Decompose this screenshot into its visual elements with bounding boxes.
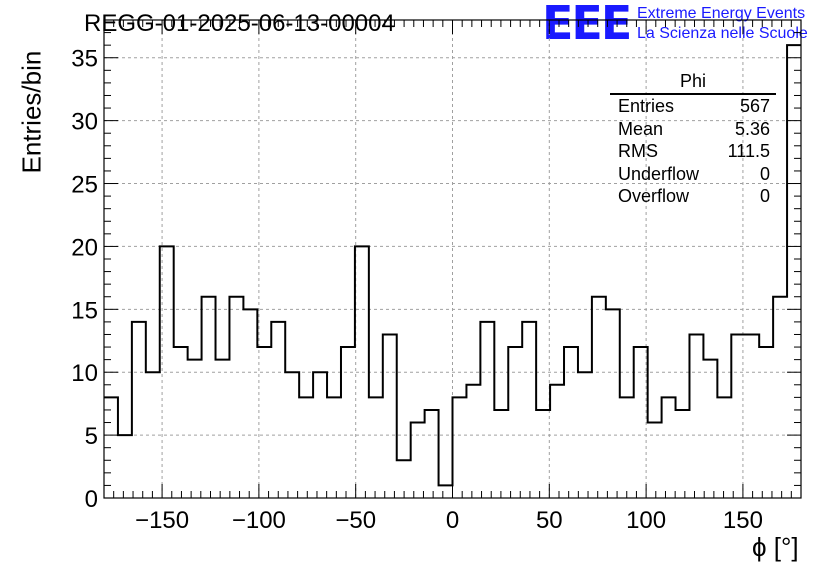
histogram-bin <box>745 334 759 498</box>
histogram-bin <box>202 297 216 498</box>
histogram-bin <box>676 410 690 498</box>
histogram-bin <box>480 322 494 498</box>
histogram-bin <box>578 372 592 498</box>
histogram-bin <box>355 246 369 498</box>
histogram-bin <box>160 246 174 498</box>
tick-labels: −150 −100 −50 0 50 100 150 0 5 10 15 20 25 30 35 <box>71 46 763 534</box>
histogram-bin <box>132 322 146 498</box>
stats-label: Entries <box>618 96 675 116</box>
stats-row-mean: Mean 5.36 <box>610 118 778 141</box>
histogram-bin <box>439 485 453 498</box>
histogram-bin <box>550 385 564 498</box>
y-tick-label: 25 <box>71 172 98 199</box>
stats-label: Underflow <box>618 163 700 184</box>
histogram-bin <box>257 347 271 498</box>
stats-label: RMS <box>618 141 658 161</box>
histogram-bin <box>773 297 787 498</box>
x-tick-label: 0 <box>446 507 459 534</box>
histogram-bin <box>271 322 285 498</box>
histogram-bin <box>717 397 731 498</box>
x-tick-label: −150 <box>135 507 189 534</box>
histogram-bin <box>369 397 383 498</box>
histogram-bin <box>285 372 299 498</box>
histogram-bin <box>174 347 188 498</box>
logo-subtitle-line1: Extreme Energy Events <box>637 5 806 22</box>
histogram-bin <box>522 322 536 498</box>
stats-row-entries: Entries 567 <box>610 95 778 118</box>
histogram-bin <box>564 347 578 498</box>
histogram-bin <box>229 297 243 498</box>
axes <box>103 19 802 499</box>
y-tick-label: 5 <box>85 423 98 450</box>
stats-row-overflow: Overflow 0 <box>610 185 778 208</box>
histogram-bin <box>383 334 397 498</box>
x-tick-label: 100 <box>626 507 666 534</box>
stats-label: Overflow <box>618 186 690 206</box>
x-tick-label: −50 <box>335 507 376 534</box>
histogram-bin <box>703 360 717 498</box>
histogram-bin <box>620 397 634 498</box>
histogram-bin <box>341 347 355 498</box>
histogram-bin <box>648 423 662 498</box>
histogram-bin <box>243 309 257 498</box>
stats-value: 0 <box>759 163 770 184</box>
histogram-bin <box>118 435 132 498</box>
histogram-bin <box>508 347 522 498</box>
x-tick-label: 150 <box>723 507 763 534</box>
histogram-bin <box>146 372 160 498</box>
histogram-bin <box>662 397 676 498</box>
stats-title: Phi <box>610 71 776 95</box>
stats-value: 0 <box>759 186 770 206</box>
y-tick-label: 10 <box>71 360 98 387</box>
histogram-bin <box>731 334 745 498</box>
histogram-bin <box>453 397 467 498</box>
x-tick-label: −100 <box>232 507 286 534</box>
histogram-bin <box>536 410 550 498</box>
y-tick-label: 35 <box>71 46 98 73</box>
histogram-bin <box>494 410 508 498</box>
logo-subtitle-line2: La Scienza nelle Scuole <box>637 25 808 42</box>
x-tick-label: 50 <box>536 507 563 534</box>
histogram-bin <box>188 360 202 498</box>
stats-label: Mean <box>618 118 664 139</box>
stats-value: 5.36 <box>734 118 770 139</box>
stats-row-rms: RMS 111.5 <box>610 140 778 163</box>
x-axis-label: ϕ [°] <box>752 532 799 562</box>
histogram-bin <box>216 360 230 498</box>
y-tick-label: 0 <box>85 486 98 513</box>
histogram-bin <box>327 397 341 498</box>
stats-value: 111.5 <box>727 141 770 161</box>
histogram-bin <box>425 410 439 498</box>
stats-box: Phi Entries 567 Mean 5.36 RMS 111.5 Unde… <box>610 71 778 208</box>
stats-value: 567 <box>739 96 770 116</box>
histogram-bin <box>606 309 620 498</box>
histogram-bin <box>466 385 480 498</box>
stats-row-underflow: Underflow 0 <box>610 163 778 186</box>
histogram-bin <box>592 297 606 498</box>
y-tick-label: 30 <box>71 109 98 136</box>
y-tick-label: 15 <box>71 297 98 324</box>
histogram-bin <box>411 423 425 498</box>
histogram-bin <box>313 372 327 498</box>
histogram-bin <box>759 347 773 498</box>
histogram-bin <box>689 334 703 498</box>
histogram-bin <box>299 397 313 498</box>
y-tick-label: 20 <box>71 234 98 261</box>
histogram-bin <box>634 347 648 498</box>
